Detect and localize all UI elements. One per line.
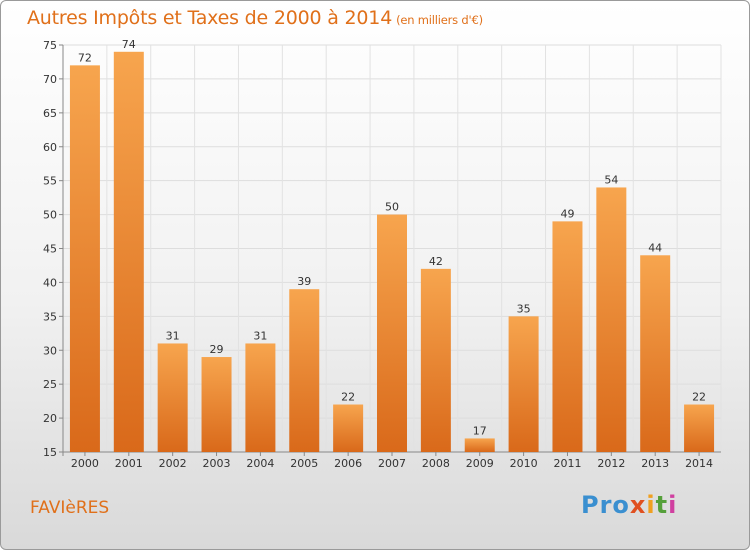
x-tick-label-2012: 2012 bbox=[597, 457, 625, 470]
y-tick-label: 75 bbox=[43, 39, 57, 52]
value-label-2010: 35 bbox=[517, 302, 531, 315]
chart-title: Autres Impôts et Taxes de 2000 à 2014 (en… bbox=[27, 7, 483, 29]
bar-2011 bbox=[552, 221, 583, 452]
value-label-2007: 50 bbox=[385, 201, 399, 214]
x-tick-label-2001: 2001 bbox=[115, 457, 143, 470]
x-tick-label-2011: 2011 bbox=[553, 457, 581, 470]
bar-2008 bbox=[420, 268, 451, 452]
x-tick-label-2004: 2004 bbox=[246, 457, 274, 470]
x-tick-label-2013: 2013 bbox=[641, 457, 669, 470]
y-tick-label: 70 bbox=[43, 73, 57, 86]
label-layer: 72 74 31 29 31 39 22 50 42 17 35 49 54 44 22 bbox=[78, 38, 706, 438]
bar-2000 bbox=[69, 65, 100, 452]
logo-part-2: x bbox=[629, 491, 647, 519]
logo-part-3: i bbox=[646, 491, 656, 519]
y-tick-label: 15 bbox=[43, 446, 57, 459]
bar-2004 bbox=[245, 343, 276, 452]
x-tick-label-2009: 2009 bbox=[466, 457, 494, 470]
y-tick-label: 35 bbox=[43, 310, 57, 323]
y-tick-label: 25 bbox=[43, 378, 57, 391]
value-label-2012: 54 bbox=[604, 173, 618, 186]
x-tick-label-2014: 2014 bbox=[685, 457, 713, 470]
bar-2001 bbox=[113, 51, 144, 453]
bar-2012 bbox=[596, 187, 627, 452]
logo-part-4: t bbox=[655, 491, 669, 519]
bar-2010 bbox=[508, 316, 539, 452]
x-tick-label-2003: 2003 bbox=[203, 457, 231, 470]
y-tick-label: 65 bbox=[43, 107, 57, 120]
y-tick-label: 45 bbox=[43, 243, 57, 256]
value-label-2003: 29 bbox=[210, 343, 224, 356]
value-label-2011: 49 bbox=[560, 207, 574, 220]
x-tick-label-2005: 2005 bbox=[290, 457, 318, 470]
chart-title-unit: (en milliers d'€) bbox=[396, 13, 483, 27]
x-tick-label-2002: 2002 bbox=[159, 457, 187, 470]
value-label-2004: 31 bbox=[253, 329, 267, 342]
y-tick-label: 60 bbox=[43, 141, 57, 154]
logo-part-1: Pro bbox=[581, 491, 630, 519]
bar-2002 bbox=[157, 343, 188, 452]
y-tick-label: 55 bbox=[43, 175, 57, 188]
bar-2006 bbox=[333, 404, 364, 452]
x-tick-label-2006: 2006 bbox=[334, 457, 362, 470]
bar-2013 bbox=[640, 255, 671, 452]
chart-title-text: Autres Impôts et Taxes de 2000 à 2014 bbox=[27, 7, 393, 29]
value-label-2014: 22 bbox=[692, 391, 706, 404]
bar-2009 bbox=[464, 438, 495, 452]
y-tick-label: 20 bbox=[43, 412, 57, 425]
bar-2007 bbox=[377, 214, 407, 452]
bar-2014 bbox=[684, 404, 715, 452]
value-label-2009: 17 bbox=[473, 424, 487, 437]
proxiti-logo: Proxiti bbox=[581, 491, 677, 519]
x-tick-label-2000: 2000 bbox=[71, 457, 99, 470]
value-label-2000: 72 bbox=[78, 51, 92, 64]
y-tick-label: 30 bbox=[43, 344, 57, 357]
value-label-2008: 42 bbox=[429, 255, 443, 268]
bar-layer bbox=[69, 51, 715, 453]
value-label-2013: 44 bbox=[648, 241, 662, 254]
x-tick-label-2007: 2007 bbox=[378, 457, 406, 470]
value-label-2001: 74 bbox=[122, 38, 136, 51]
x-tick-label-2008: 2008 bbox=[422, 457, 450, 470]
y-tick-label: 50 bbox=[43, 209, 57, 222]
value-label-2005: 39 bbox=[297, 275, 311, 288]
value-label-2006: 22 bbox=[341, 391, 355, 404]
x-tick-label-2010: 2010 bbox=[510, 457, 538, 470]
logo-part-5: i bbox=[668, 491, 678, 519]
commune-name: FAVIèRES bbox=[30, 498, 110, 518]
value-label-2002: 31 bbox=[166, 329, 180, 342]
bar-2005 bbox=[289, 289, 320, 452]
bar-2003 bbox=[201, 357, 232, 452]
y-tick-label: 40 bbox=[43, 276, 57, 289]
